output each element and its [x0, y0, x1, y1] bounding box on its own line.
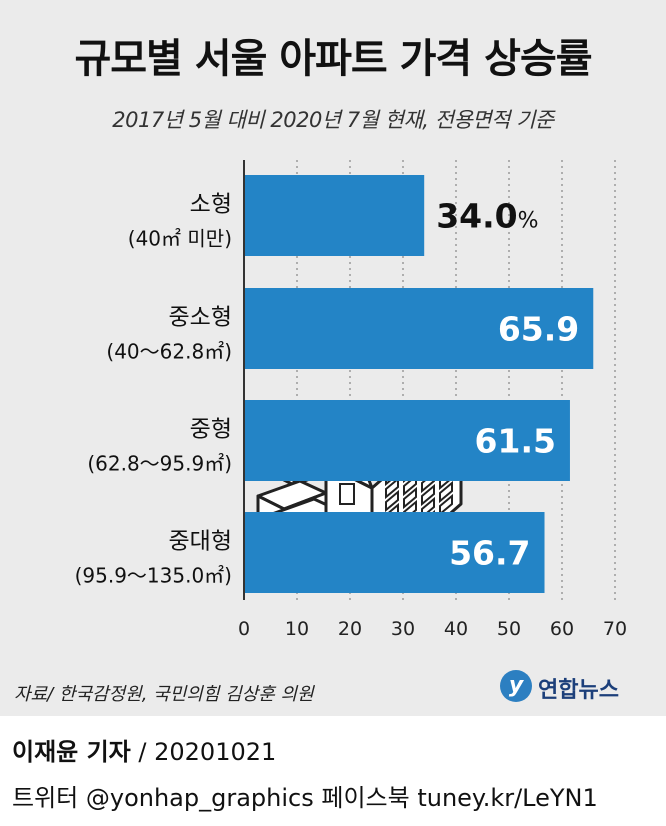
x-tick-label: 50 [497, 618, 521, 640]
category-label: 중소형 [169, 305, 232, 331]
category-sublabel: (95.9～135.0㎡) [75, 564, 232, 588]
yonhap-logo-icon: y [500, 670, 532, 702]
reporter-name: 이재윤 기자 [12, 738, 131, 766]
bar [245, 288, 594, 369]
category-sublabel: (62.8～95.9㎡) [87, 452, 232, 476]
data-label-unit: % [518, 209, 539, 234]
x-tick-label: 70 [603, 618, 627, 640]
data-label: 65.9 [498, 310, 579, 349]
category-label: 중형 [190, 417, 232, 443]
data-label: 56.7 [449, 534, 530, 573]
bar [245, 512, 545, 593]
bar [245, 175, 425, 256]
logo-text: 연합뉴스 [538, 678, 619, 703]
x-tick-label: 30 [391, 618, 415, 640]
window [439, 480, 453, 504]
publish-date: / 20201021 [138, 738, 277, 766]
category-label: 중대형 [169, 529, 232, 555]
window [385, 476, 399, 500]
x-tick-label: 60 [550, 618, 574, 640]
social-credit: 트위터 @yonhap_graphics 페이스북 tuney.kr/LeYN1 [12, 784, 598, 812]
category-sublabel: (40㎡ 미만) [128, 227, 232, 251]
data-label: 34.0% [436, 197, 538, 236]
x-tick-label: 20 [338, 618, 362, 640]
data-label: 61.5 [475, 422, 556, 461]
window [403, 486, 417, 510]
window [421, 483, 435, 507]
bar-chart: 0 10 20 30 40 50 60 70 소형(40㎡ 미만)중소형(40～62.8 [75, 160, 627, 640]
chart-subtitle: 2017년 5월 대비 2020년 7월 현재, 전용면적 기준 [112, 108, 554, 132]
chart-title: 규모별 서울 아파트 가격 상승률 [74, 36, 592, 82]
source-note: 자료/ 한국감정원, 국민의힘 김상훈 의원 [14, 684, 314, 705]
category-label: 소형 [190, 192, 232, 218]
window [385, 489, 399, 513]
x-tick-label: 40 [444, 618, 468, 640]
category-sublabel: (40～62.8㎡) [106, 340, 232, 364]
x-tick-label: 0 [238, 618, 250, 640]
reporter-credit: 이재윤 기자 / 20201021 [12, 732, 276, 767]
bar [245, 400, 570, 481]
x-tick-label: 10 [285, 618, 309, 640]
window [439, 493, 453, 517]
